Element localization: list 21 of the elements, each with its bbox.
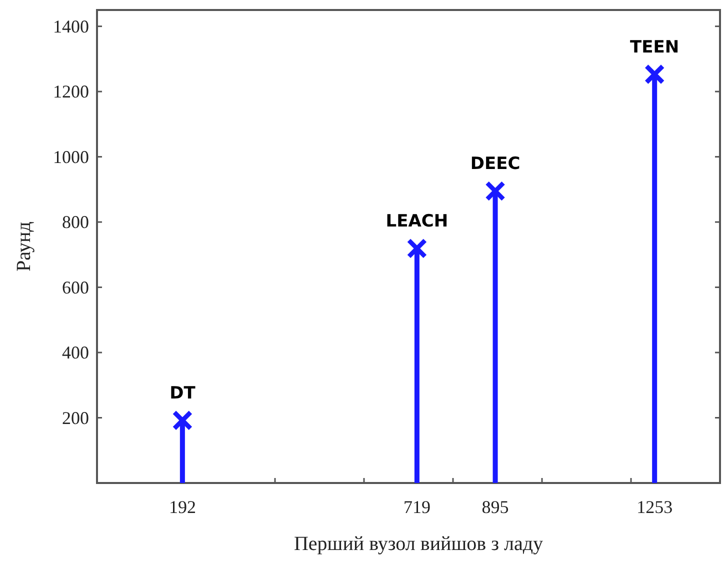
point xyxy=(172,410,193,431)
annotation: LEACH xyxy=(386,211,448,232)
y-tick-label: 200 xyxy=(62,408,89,428)
x-tick-label: 719 xyxy=(403,497,430,517)
point xyxy=(485,180,506,202)
x-tick-label: 895 xyxy=(482,497,509,517)
y-axis-title: Раунд xyxy=(13,222,35,272)
annotation: DT xyxy=(170,383,196,404)
point xyxy=(644,64,665,85)
x-axis-title: Перший вузол вийшов з ладу xyxy=(294,533,544,555)
y-tick-label: 1400 xyxy=(53,16,89,36)
y-tick-label: 1200 xyxy=(53,82,89,102)
point xyxy=(406,238,428,259)
y-tick-label: 600 xyxy=(62,277,89,298)
y-tick-label: 800 xyxy=(62,212,89,232)
y-tick-label: 1000 xyxy=(53,146,89,167)
annotation: DEEC xyxy=(470,154,520,174)
annotation: TEEN xyxy=(630,37,680,58)
x-tick-label: 1253 xyxy=(636,497,673,517)
x-tick-label: 192 xyxy=(168,497,196,517)
y-tick-label: 400 xyxy=(62,342,89,363)
